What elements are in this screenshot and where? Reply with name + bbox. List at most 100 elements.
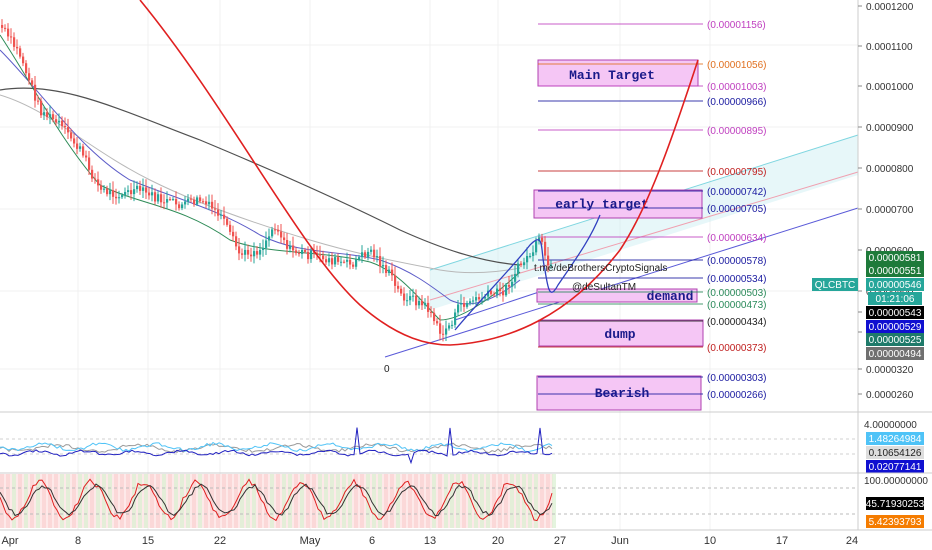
candle-body-10: [31, 80, 34, 85]
stoch-band-13: [78, 474, 82, 528]
fib-label-14: (0.00000373): [707, 343, 767, 354]
candle-body-85: [256, 251, 259, 255]
time-tick-9: Jun: [611, 535, 629, 547]
candle-body-43: [130, 190, 133, 195]
candle-body-17: [52, 114, 55, 120]
time-tick-5: 6: [369, 535, 375, 547]
indicator-pane-1[interactable]: 4.00000000: [0, 411, 932, 465]
candle-body-112: [337, 257, 340, 262]
candle-body-78: [235, 236, 238, 247]
fib-lines: [538, 23, 703, 395]
indicator-pane-2[interactable]: 100.00000000: [0, 472, 932, 528]
candle-body-142: [427, 302, 430, 312]
stoch-band-88: [528, 474, 532, 528]
candle-body-125: [376, 256, 379, 258]
stoch-band-84: [504, 474, 508, 528]
price-tag-box-4: [866, 320, 924, 333]
price-tag-box-6: [866, 347, 924, 360]
candle-body-146: [439, 323, 442, 334]
ind2-tag-box-0: [866, 497, 924, 510]
stoch-band-85: [510, 474, 514, 528]
fib-label-13: (0.00000434): [707, 317, 767, 328]
candle-body-66: [199, 197, 202, 202]
candle-body-172: [517, 263, 520, 275]
candle-body-6: [19, 48, 22, 57]
candle-body-20: [61, 120, 64, 127]
fib-label-12: (0.00000473): [707, 300, 767, 311]
candle-body-155: [466, 303, 469, 307]
candle-body-183: [550, 264, 553, 266]
ind2-tag-1: 5.42393793: [869, 517, 922, 528]
stoch-band-43: [258, 474, 262, 528]
candle-body-56: [169, 199, 172, 201]
fib-label-8: (0.00000634): [707, 233, 767, 244]
stoch-band-50: [300, 474, 304, 528]
candle-body-122: [367, 251, 370, 258]
candle-body-5: [16, 46, 19, 49]
candle-body-58: [175, 199, 178, 205]
candle-body-1: [4, 27, 7, 29]
candle-body-147: [442, 333, 445, 335]
candle-body-73: [220, 214, 223, 216]
stoch-band-75: [450, 474, 454, 528]
stoch-band-7: [42, 474, 46, 528]
time-axis[interactable]: [0, 530, 932, 550]
candle-body-82: [247, 249, 250, 255]
zone-bearish: [536, 375, 702, 411]
candle-body-175: [526, 255, 529, 263]
candle-body-34: [103, 188, 106, 190]
candle-body-84: [253, 251, 256, 257]
ma-light-grey: [0, 94, 521, 274]
candle-body-97: [292, 245, 295, 251]
stoch-band-16: [96, 474, 100, 528]
price-tick-10: 0.0000320: [866, 365, 914, 376]
fib-label-6: (0.00000742): [707, 187, 767, 198]
candle-body-14: [43, 112, 46, 116]
candle-body-88: [265, 240, 268, 248]
candle-body-54: [163, 202, 166, 204]
time-tick-4: May: [300, 535, 321, 547]
stoch-band-17: [102, 474, 106, 528]
indicator-1-tags: 1.48264984 0.10654126 0.02077141: [866, 432, 924, 473]
candle-body-130: [391, 269, 394, 276]
stoch-band-65: [390, 474, 394, 528]
price-tag-box-0: [866, 251, 924, 264]
time-tick-12: 24: [846, 535, 858, 547]
stoch-band-64: [384, 474, 388, 528]
candle-body-177: [532, 252, 535, 256]
candle-body-144: [433, 312, 436, 322]
candle-body-133: [400, 288, 403, 294]
wave-projection: [454, 214, 601, 331]
stoch-band-62: [372, 474, 376, 528]
candle-body-41: [124, 191, 127, 196]
candle-body-182: [547, 255, 550, 266]
stoch-band-68: [408, 474, 412, 528]
stoch-band-3: [18, 474, 22, 528]
candle-body-95: [286, 240, 289, 249]
candle-body-178: [535, 241, 538, 253]
handle-annotation: @deSultanTM: [572, 282, 636, 293]
candle-body-36: [109, 190, 112, 195]
candle-body-87: [262, 247, 265, 250]
candle-body-168: [505, 285, 508, 296]
time-tick-2: 15: [142, 535, 154, 547]
candle-body-92: [277, 229, 280, 232]
stoch-band-55: [330, 474, 334, 528]
candle-body-2: [7, 28, 10, 37]
candle-body-57: [172, 199, 175, 201]
stoch-band-37: [222, 474, 226, 528]
candle-body-24: [73, 138, 76, 144]
stoch-band-33: [198, 474, 202, 528]
stoch-band-1: [6, 474, 10, 528]
fib-labels: (0.00001156) (0.00001056) (0.00001003) (0.0…: [707, 20, 767, 401]
stoch-band-14: [84, 474, 88, 528]
stoch-band-63: [378, 474, 382, 528]
candle-body-138: [415, 295, 418, 306]
stoch-band-19: [114, 474, 118, 528]
fib-label-4: (0.00000895): [707, 126, 767, 137]
candle-body-60: [181, 204, 184, 209]
countdown-label: 01:21:06: [876, 294, 915, 305]
zone-label-main-target: Main Target: [569, 68, 655, 83]
stoch-band-82: [492, 474, 496, 528]
